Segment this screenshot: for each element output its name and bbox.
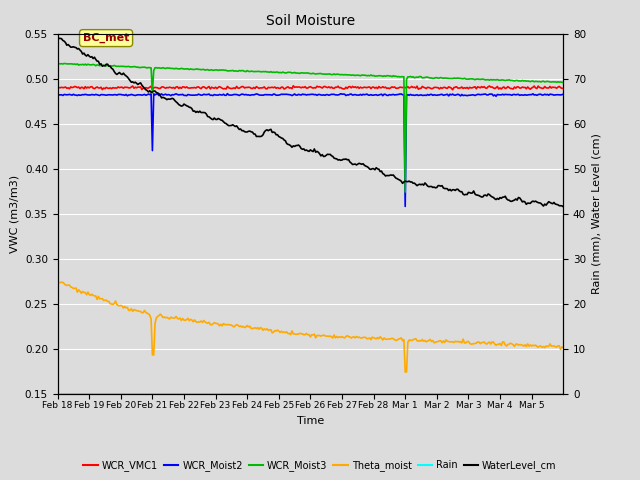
Y-axis label: VWC (m3/m3): VWC (m3/m3): [9, 175, 19, 252]
Y-axis label: Rain (mm), Water Level (cm): Rain (mm), Water Level (cm): [591, 133, 602, 294]
Text: BC_met: BC_met: [83, 33, 129, 43]
Legend: WCR_VMC1, WCR_Moist2, WCR_Moist3, Theta_moist, Rain, WaterLevel_cm: WCR_VMC1, WCR_Moist2, WCR_Moist3, Theta_…: [79, 456, 561, 475]
X-axis label: Time: Time: [297, 416, 324, 426]
Title: Soil Moisture: Soil Moisture: [266, 14, 355, 28]
